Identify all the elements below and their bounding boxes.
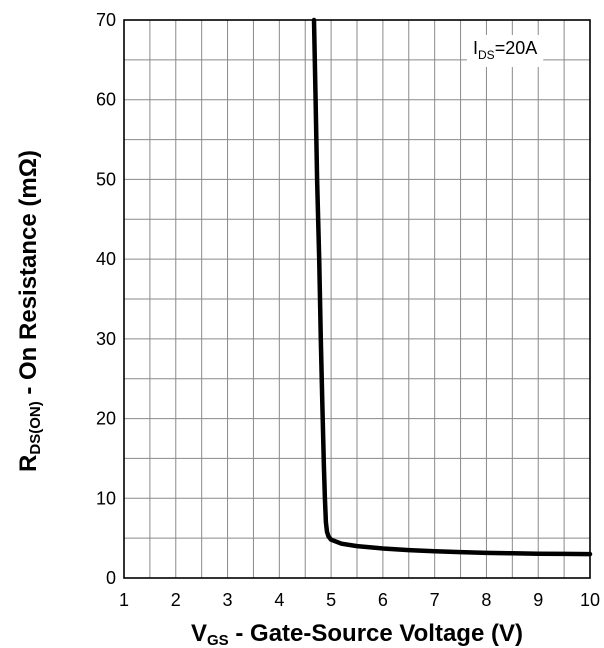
x-tick-label: 2 — [171, 590, 181, 610]
y-tick-label: 40 — [96, 249, 116, 269]
y-tick-label: 60 — [96, 90, 116, 110]
grid — [123, 19, 591, 579]
y-tick-label: 20 — [96, 409, 116, 429]
curve-layer — [311, 17, 593, 557]
y-tick-label: 70 — [96, 10, 116, 30]
x-tick-label: 7 — [430, 590, 440, 610]
x-tick-label: 1 — [119, 590, 129, 610]
annotation-label: IDS=20A — [473, 38, 537, 62]
x-tick-labels: 1 2 3 4 5 6 7 8 9 10 — [119, 590, 600, 610]
x-tick-label: 5 — [326, 590, 336, 610]
y-axis-title: RDS(ON) - On Resistance (mΩ) — [15, 150, 44, 472]
y-tick-labels: 0 10 20 30 40 50 60 70 — [96, 10, 116, 588]
x-tick-label: 9 — [533, 590, 543, 610]
x-tick-label: 8 — [481, 590, 491, 610]
y-tick-label: 50 — [96, 169, 116, 189]
x-tick-label: 3 — [223, 590, 233, 610]
plot-frame — [123, 19, 591, 579]
x-axis-title: VGS - Gate-Source Voltage (V) — [191, 620, 523, 648]
y-tick-label: 30 — [96, 329, 116, 349]
x-tick-label: 4 — [274, 590, 284, 610]
annotation-box: IDS=20A — [467, 35, 544, 67]
y-tick-label: 0 — [106, 568, 116, 588]
x-tick-label: 6 — [378, 590, 388, 610]
x-tick-label: 10 — [580, 590, 600, 610]
series-line — [311, 17, 593, 557]
y-tick-label: 10 — [96, 488, 116, 508]
